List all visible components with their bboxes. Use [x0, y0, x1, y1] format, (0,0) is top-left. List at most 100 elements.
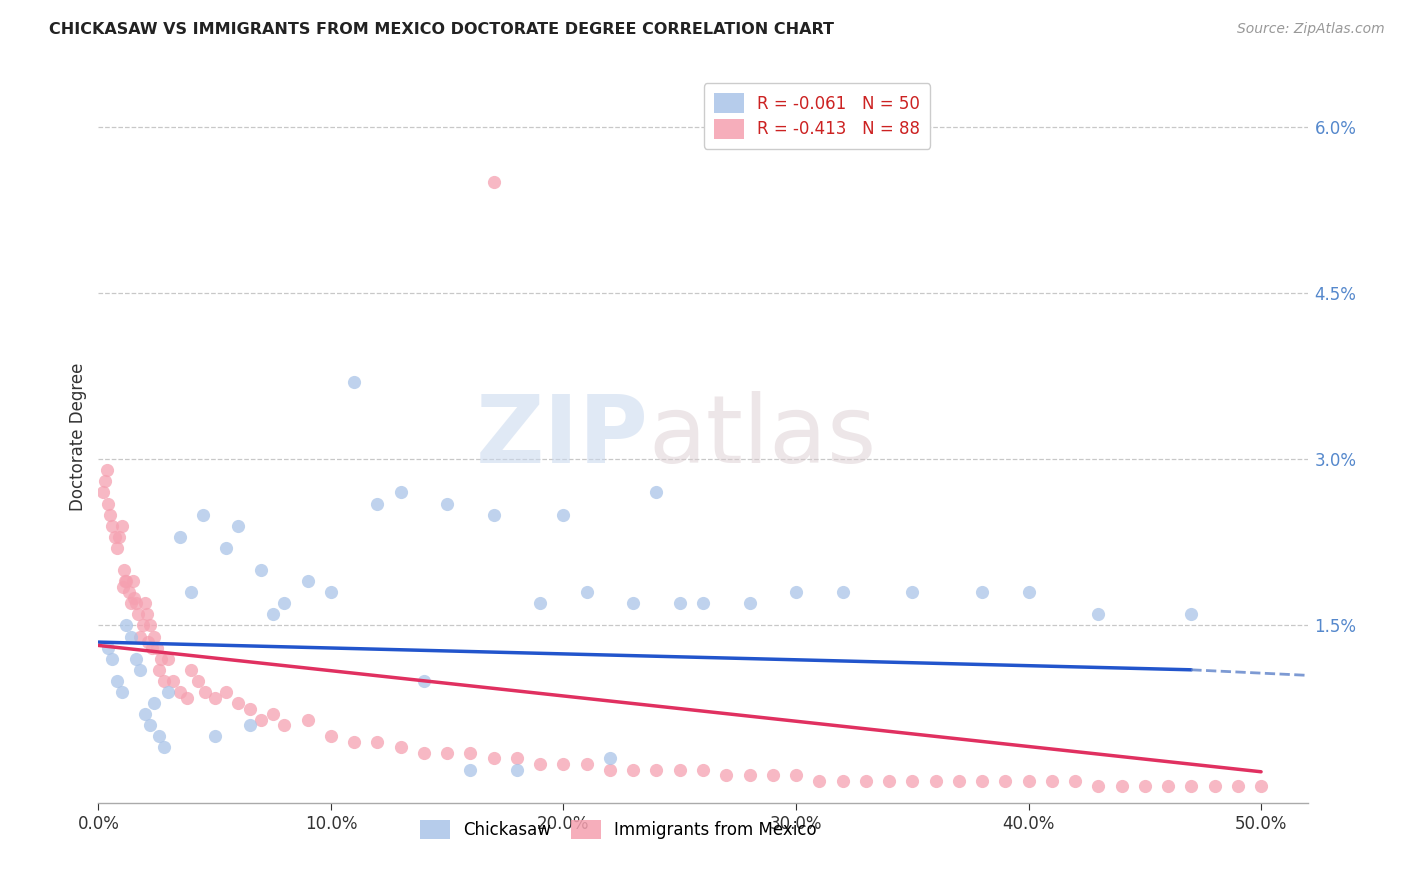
Point	[138, 635, 160, 649]
Point	[105, 541, 128, 555]
Point	[366, 735, 388, 749]
Point	[553, 757, 575, 772]
Point	[115, 618, 138, 632]
Point	[114, 574, 136, 589]
Point	[101, 518, 124, 533]
Point	[115, 574, 138, 589]
Point	[129, 630, 152, 644]
Point	[226, 518, 249, 533]
Point	[436, 746, 458, 760]
Point	[506, 751, 529, 765]
Point	[924, 773, 946, 788]
Point	[148, 729, 170, 743]
Point	[134, 707, 156, 722]
Point	[1157, 779, 1180, 793]
Point	[176, 690, 198, 705]
Point	[738, 768, 761, 782]
Point	[1018, 585, 1040, 599]
Point	[948, 773, 970, 788]
Point	[482, 508, 505, 522]
Point	[101, 651, 124, 665]
Point	[204, 729, 226, 743]
Point	[148, 663, 170, 677]
Point	[118, 585, 141, 599]
Point	[111, 518, 134, 533]
Point	[645, 763, 668, 777]
Point	[191, 508, 214, 522]
Point	[297, 574, 319, 589]
Point	[215, 685, 238, 699]
Point	[105, 673, 128, 688]
Point	[970, 773, 993, 788]
Point	[319, 729, 342, 743]
Point	[482, 175, 505, 189]
Point	[994, 773, 1017, 788]
Point	[94, 475, 117, 489]
Point	[1133, 779, 1156, 793]
Point	[112, 563, 135, 577]
Point	[575, 757, 598, 772]
Point	[97, 640, 120, 655]
Point	[91, 485, 114, 500]
Point	[239, 718, 262, 732]
Point	[152, 673, 174, 688]
Point	[1250, 779, 1272, 793]
Point	[831, 585, 853, 599]
Point	[131, 618, 153, 632]
Point	[122, 574, 145, 589]
Point	[575, 585, 598, 599]
Point	[124, 651, 146, 665]
Legend: Chickasaw, Immigrants from Mexico: Chickasaw, Immigrants from Mexico	[412, 811, 825, 847]
Text: Source: ZipAtlas.com: Source: ZipAtlas.com	[1237, 22, 1385, 37]
Point	[239, 701, 262, 715]
Point	[529, 757, 551, 772]
Point	[553, 508, 575, 522]
Point	[1204, 779, 1226, 793]
Point	[138, 618, 160, 632]
Point	[104, 530, 127, 544]
Point	[785, 585, 807, 599]
Point	[157, 685, 180, 699]
Point	[169, 530, 191, 544]
Point	[366, 497, 388, 511]
Point	[692, 596, 714, 610]
Point	[738, 596, 761, 610]
Point	[108, 530, 131, 544]
Point	[143, 630, 166, 644]
Point	[111, 685, 134, 699]
Point	[96, 463, 118, 477]
Point	[215, 541, 238, 555]
Point	[169, 685, 191, 699]
Point	[250, 563, 273, 577]
Point	[855, 773, 877, 788]
Point	[762, 768, 785, 782]
Point	[389, 485, 412, 500]
Point	[111, 580, 134, 594]
Point	[599, 751, 621, 765]
Point	[877, 773, 900, 788]
Point	[413, 673, 436, 688]
Point	[831, 773, 853, 788]
Point	[98, 508, 121, 522]
Point	[273, 596, 295, 610]
Point	[187, 673, 209, 688]
Point	[970, 585, 993, 599]
Point	[204, 690, 226, 705]
Point	[901, 585, 924, 599]
Point	[808, 773, 831, 788]
Point	[120, 630, 142, 644]
Point	[460, 746, 482, 760]
Point	[180, 663, 202, 677]
Point	[529, 596, 551, 610]
Point	[343, 375, 366, 389]
Point	[460, 763, 482, 777]
Text: ZIP: ZIP	[475, 391, 648, 483]
Point	[162, 673, 184, 688]
Point	[621, 596, 644, 610]
Point	[297, 713, 319, 727]
Point	[150, 651, 173, 665]
Point	[262, 707, 284, 722]
Point	[124, 596, 146, 610]
Point	[157, 651, 180, 665]
Point	[506, 763, 529, 777]
